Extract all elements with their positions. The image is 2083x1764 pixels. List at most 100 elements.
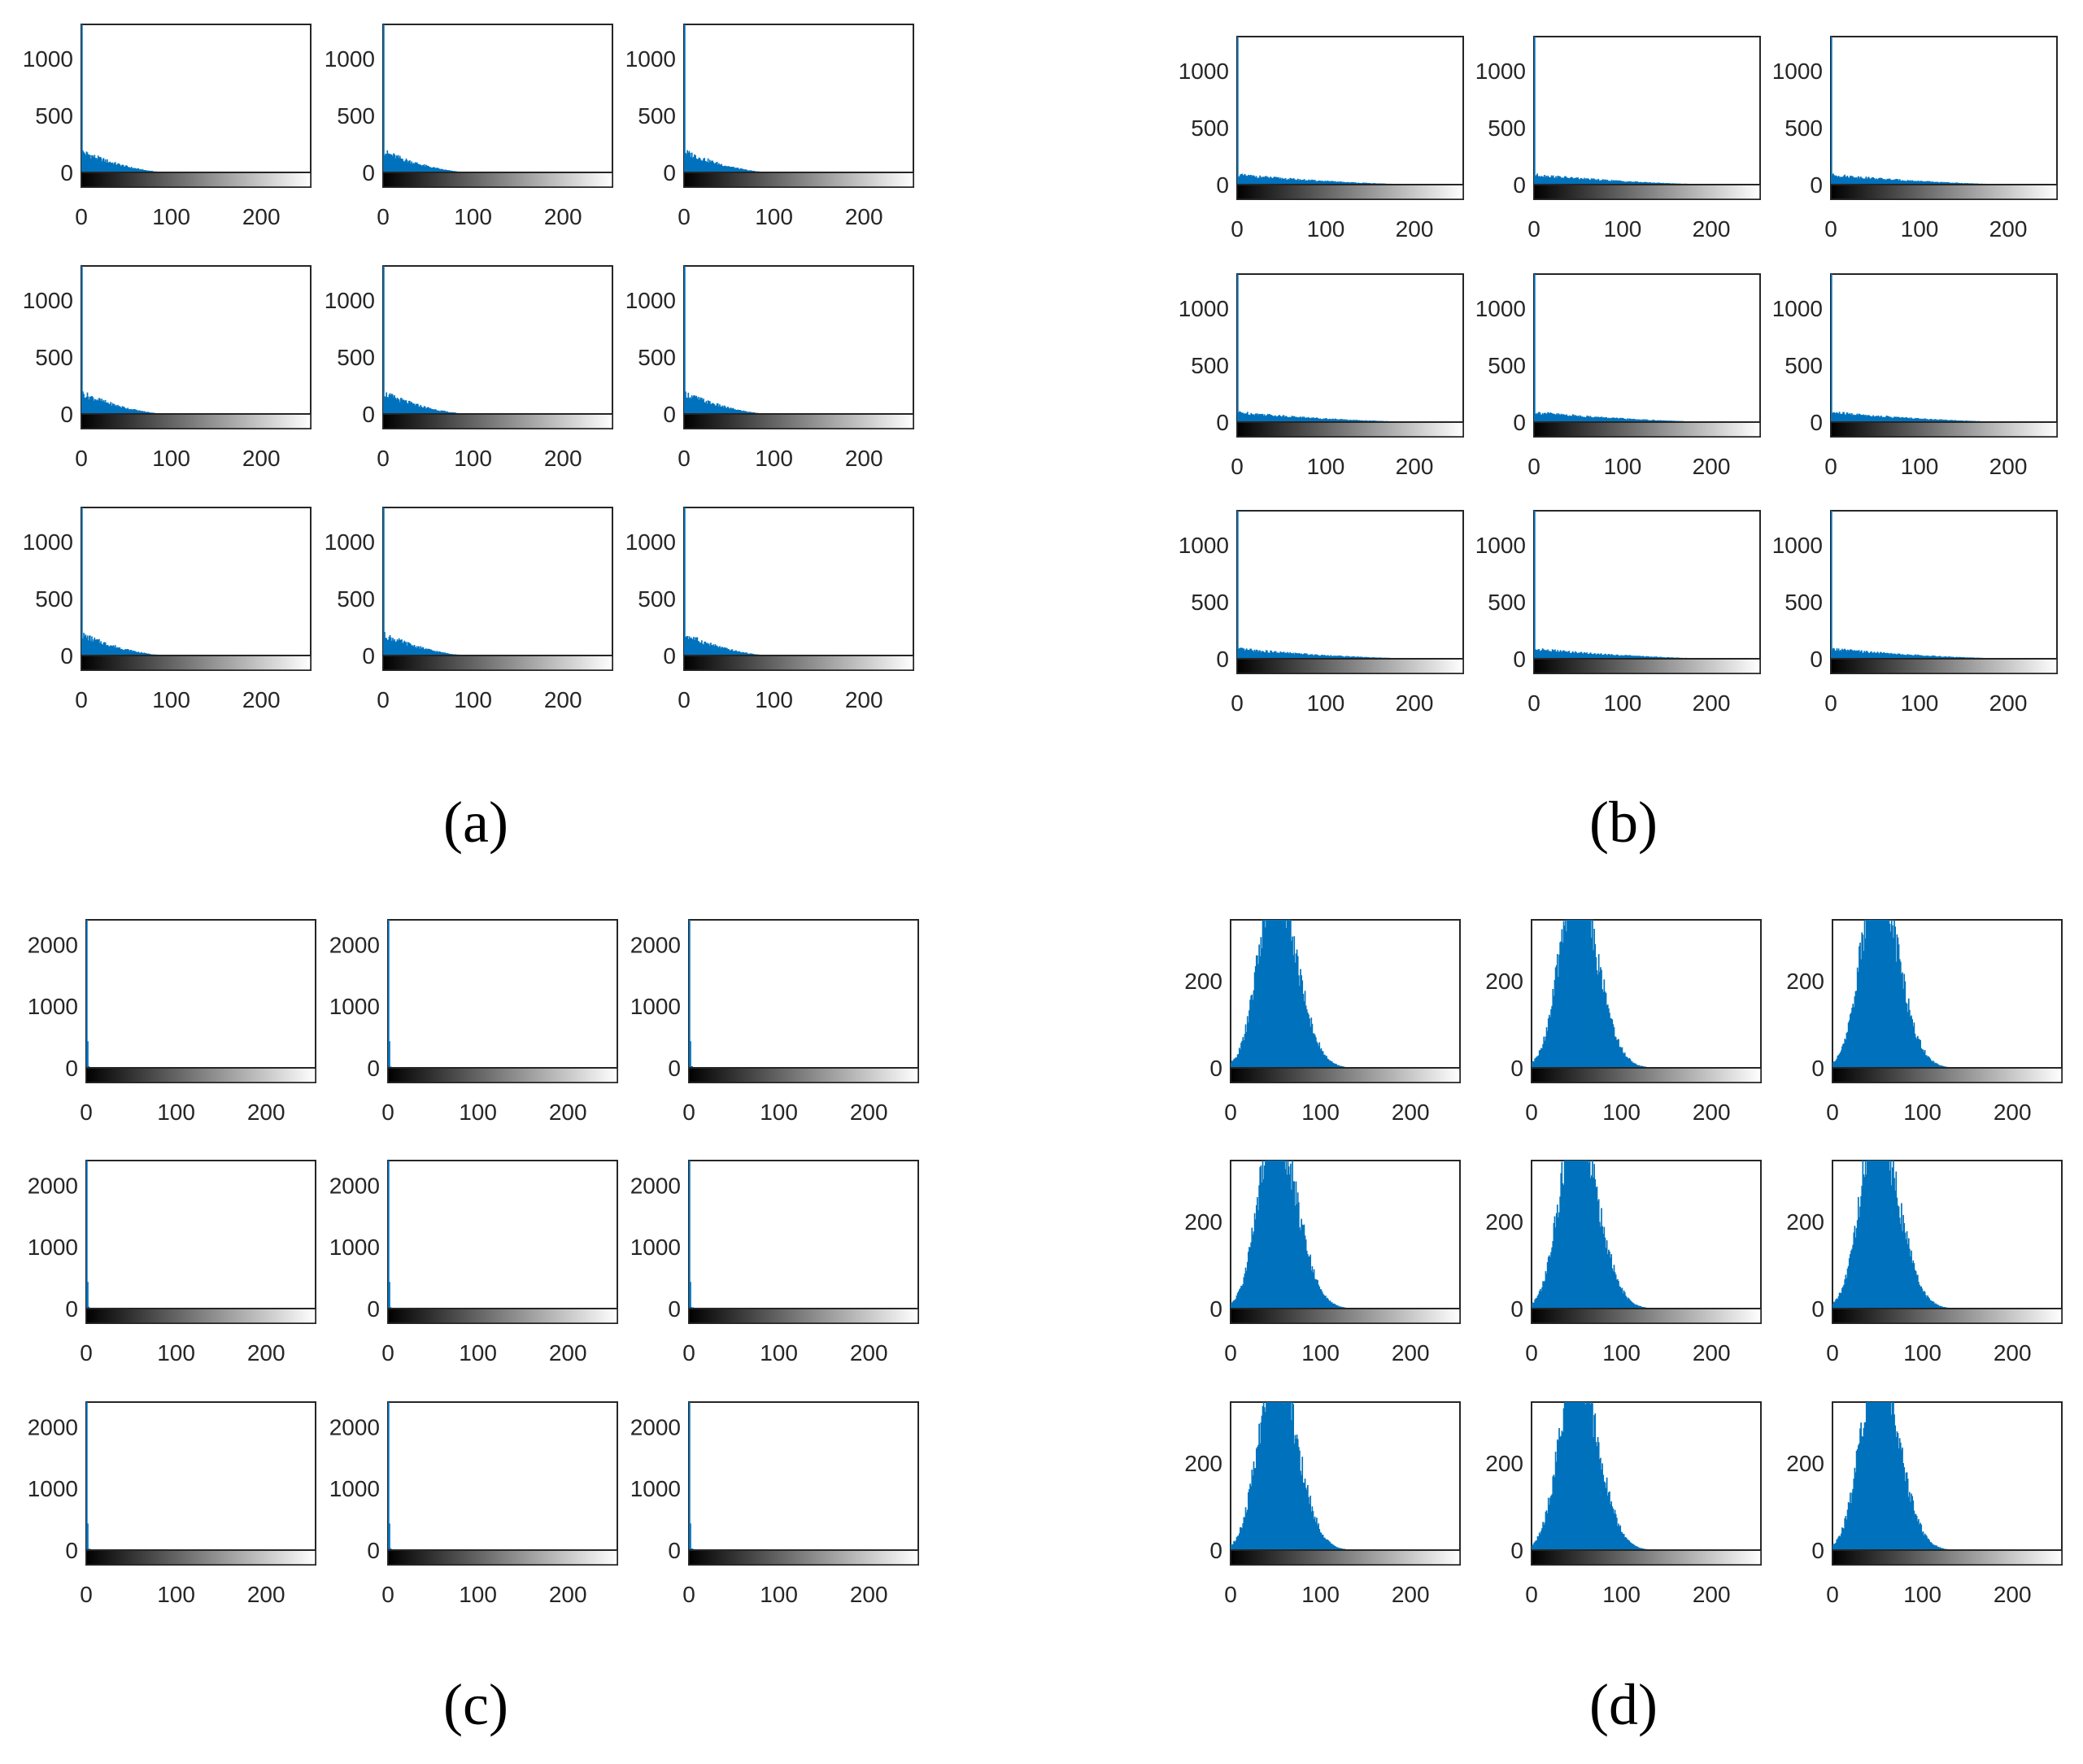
histogram-bar bbox=[1589, 416, 1592, 422]
histogram-bar bbox=[1867, 416, 1869, 422]
histogram-bar bbox=[1244, 413, 1246, 422]
histogram-bar bbox=[1298, 180, 1300, 185]
histogram-bar bbox=[1921, 1288, 1924, 1309]
histogram-bar bbox=[1873, 1161, 1876, 1309]
histogram-bar bbox=[429, 649, 432, 656]
plot-frame bbox=[683, 24, 914, 188]
histogram-bar bbox=[1620, 655, 1623, 659]
histogram-bar bbox=[1649, 656, 1652, 659]
histogram-bar bbox=[1889, 1170, 1891, 1309]
histogram-bar bbox=[1332, 656, 1335, 659]
x-tick-label: 100 bbox=[459, 1100, 497, 1125]
histogram-bar bbox=[139, 168, 142, 172]
histogram-bar bbox=[1587, 178, 1589, 185]
histogram-bar bbox=[1658, 420, 1661, 422]
histogram-bar bbox=[124, 407, 126, 414]
y-tick-label: 500 bbox=[337, 586, 375, 612]
histogram-bar bbox=[99, 642, 101, 656]
histogram-bar bbox=[1270, 650, 1272, 659]
histogram-bar bbox=[106, 402, 108, 414]
histogram-bar bbox=[1924, 1295, 1927, 1309]
histogram-bar bbox=[1907, 418, 1909, 422]
histogram-bar bbox=[1274, 176, 1276, 185]
histogram-bar bbox=[1876, 178, 1878, 185]
histogram-bar bbox=[1597, 416, 1599, 422]
histogram-bar bbox=[1353, 656, 1355, 659]
histogram-bar bbox=[1357, 420, 1358, 422]
histogram-bar bbox=[1616, 181, 1619, 185]
histogram-bar bbox=[725, 647, 727, 656]
histogram-bar bbox=[1886, 1161, 1889, 1309]
y-tick-label: 200 bbox=[1786, 1209, 1824, 1235]
histogram-bar bbox=[1648, 656, 1650, 659]
histogram-bar bbox=[1876, 179, 1879, 185]
histogram-bar bbox=[1309, 654, 1310, 659]
histogram-bar bbox=[1579, 920, 1581, 1068]
histogram-bar bbox=[690, 398, 692, 414]
x-tick-label: 200 bbox=[544, 204, 582, 229]
histogram-bar bbox=[695, 155, 696, 172]
y-tick-label: 0 bbox=[65, 1056, 78, 1081]
histogram-bar bbox=[1312, 1272, 1314, 1309]
histogram-bar bbox=[1655, 656, 1658, 659]
histogram-bar bbox=[738, 168, 740, 172]
histogram-bar bbox=[1897, 416, 1899, 422]
histogram-bar bbox=[1618, 1039, 1619, 1068]
histogram-bar bbox=[1336, 1064, 1338, 1068]
histogram-bar bbox=[1553, 413, 1555, 422]
x-tick-label: 100 bbox=[459, 1340, 497, 1365]
histogram-bar bbox=[1951, 656, 1953, 659]
histogram-bar bbox=[1284, 416, 1287, 422]
histogram-bar bbox=[1532, 1061, 1534, 1068]
histogram-bar bbox=[1641, 419, 1643, 422]
histogram-bar bbox=[1304, 1235, 1306, 1309]
x-tick-label: 200 bbox=[1994, 1340, 2032, 1365]
histogram-bar bbox=[1580, 920, 1583, 1068]
histogram-bar bbox=[1554, 967, 1557, 1068]
histogram-bar bbox=[1631, 1061, 1633, 1068]
histogram-bar bbox=[1618, 1281, 1619, 1309]
histogram-bar bbox=[1894, 416, 1897, 422]
histogram-bar bbox=[689, 152, 691, 172]
histogram-bar bbox=[1922, 181, 1924, 185]
histogram-bar bbox=[1316, 417, 1318, 422]
histogram-bar bbox=[1633, 181, 1635, 185]
histogram-bar bbox=[395, 399, 398, 414]
histogram-bar bbox=[1869, 416, 1872, 422]
histogram-bar bbox=[1232, 1300, 1234, 1309]
y-tick-label: 200 bbox=[1786, 969, 1824, 994]
histogram-bar bbox=[123, 167, 125, 172]
histogram-bar bbox=[1548, 412, 1550, 422]
histogram-bar bbox=[1921, 181, 1923, 185]
histogram-bar bbox=[1915, 654, 1917, 659]
histogram-bar bbox=[1872, 1161, 1874, 1309]
histogram-bar bbox=[1851, 1008, 1853, 1068]
histogram-bar bbox=[1271, 415, 1274, 422]
histogram-bar bbox=[431, 650, 434, 656]
histogram-bar bbox=[1875, 416, 1877, 422]
histogram-bar bbox=[1609, 654, 1611, 659]
histogram-bar bbox=[1324, 418, 1327, 422]
histogram-bar bbox=[1920, 1048, 1923, 1068]
histogram-bar bbox=[1310, 179, 1313, 185]
histogram-bar bbox=[1272, 1161, 1275, 1309]
histogram-bar bbox=[1862, 1161, 1864, 1309]
histogram-bar bbox=[1323, 655, 1326, 659]
histogram-bar bbox=[1301, 417, 1303, 422]
histogram-bar bbox=[1619, 656, 1621, 659]
histogram-bar bbox=[1240, 1043, 1242, 1068]
histogram-bar bbox=[1320, 1289, 1323, 1309]
histogram-bar bbox=[1911, 1019, 1914, 1068]
histogram-bar bbox=[1560, 651, 1562, 659]
histogram-bar bbox=[1913, 418, 1915, 422]
histogram-bar bbox=[1610, 1017, 1611, 1068]
histogram-bar bbox=[1635, 419, 1636, 422]
histogram-bar bbox=[1649, 181, 1651, 185]
histogram-bar bbox=[438, 651, 440, 656]
x-tick-label: 200 bbox=[549, 1340, 587, 1365]
x-tick-label: 200 bbox=[850, 1582, 888, 1607]
histogram-bar bbox=[1947, 656, 1950, 659]
histogram-bar bbox=[447, 411, 449, 414]
histogram-bar bbox=[1564, 1161, 1567, 1309]
histogram-bar bbox=[1239, 647, 1240, 659]
